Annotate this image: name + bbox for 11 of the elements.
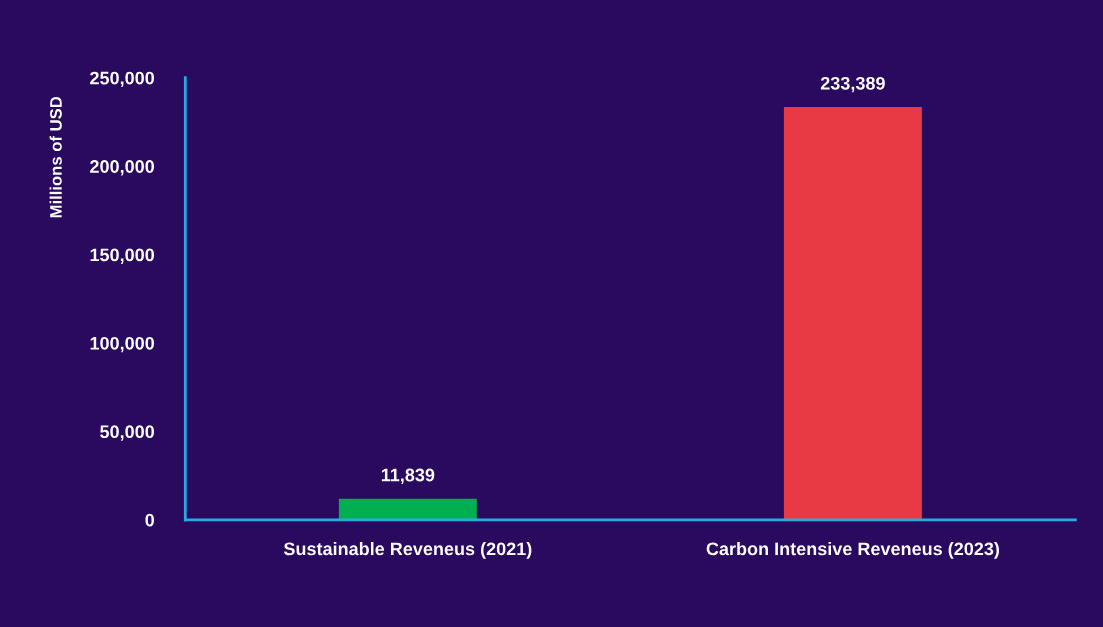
y-tick-label: 150,000	[90, 248, 155, 264]
y-tick-label: 250,000	[90, 71, 155, 88]
y-axis-title: Millions of USD	[49, 96, 62, 218]
x-tick-label: Carbon Intensive Reveneus (2023)	[706, 542, 1000, 559]
data-label: 11,839	[381, 468, 435, 485]
data-label: 233,389	[820, 76, 885, 93]
y-tick-label: 0	[145, 513, 155, 527]
y-tick-label: 200,000	[90, 160, 155, 176]
y-tick-label: 100,000	[90, 336, 155, 353]
y-tick-label: 50,000	[100, 425, 155, 441]
x-tick-label: Sustainable Reveneus (2021)	[283, 542, 532, 559]
